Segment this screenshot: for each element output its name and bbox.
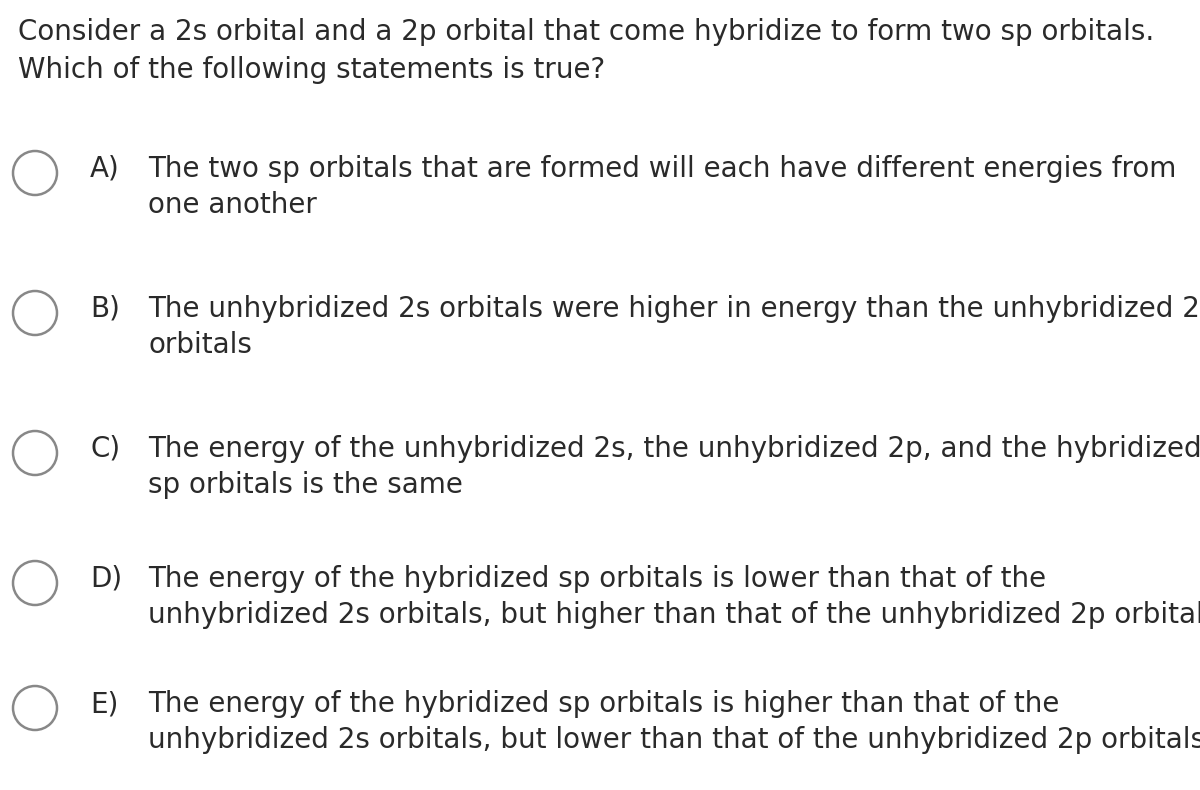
Text: B): B): [90, 295, 120, 323]
Text: The energy of the hybridized sp orbitals is higher than that of the: The energy of the hybridized sp orbitals…: [148, 690, 1060, 718]
Text: C): C): [90, 435, 120, 463]
Text: E): E): [90, 690, 119, 718]
Text: The energy of the hybridized sp orbitals is lower than that of the: The energy of the hybridized sp orbitals…: [148, 565, 1046, 593]
Text: Consider a 2s orbital and a 2p orbital that come hybridize to form two sp orbita: Consider a 2s orbital and a 2p orbital t…: [18, 18, 1154, 84]
Text: The unhybridized 2s orbitals were higher in energy than the unhybridized 2p: The unhybridized 2s orbitals were higher…: [148, 295, 1200, 323]
Text: sp orbitals is the same: sp orbitals is the same: [148, 471, 463, 499]
Text: The two sp orbitals that are formed will each have different energies from: The two sp orbitals that are formed will…: [148, 155, 1176, 183]
Text: unhybridized 2s orbitals, but higher than that of the unhybridized 2p orbitals: unhybridized 2s orbitals, but higher tha…: [148, 601, 1200, 629]
Text: D): D): [90, 565, 122, 593]
Text: unhybridized 2s orbitals, but lower than that of the unhybridized 2p orbitals: unhybridized 2s orbitals, but lower than…: [148, 726, 1200, 754]
Text: A): A): [90, 155, 120, 183]
Text: orbitals: orbitals: [148, 331, 252, 359]
Text: The energy of the unhybridized 2s, the unhybridized 2p, and the hybridized: The energy of the unhybridized 2s, the u…: [148, 435, 1200, 463]
Text: one another: one another: [148, 191, 317, 219]
